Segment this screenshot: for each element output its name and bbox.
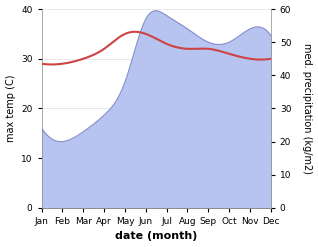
- Y-axis label: max temp (C): max temp (C): [5, 75, 16, 142]
- Y-axis label: med. precipitation (kg/m2): med. precipitation (kg/m2): [302, 43, 313, 174]
- X-axis label: date (month): date (month): [115, 231, 197, 242]
